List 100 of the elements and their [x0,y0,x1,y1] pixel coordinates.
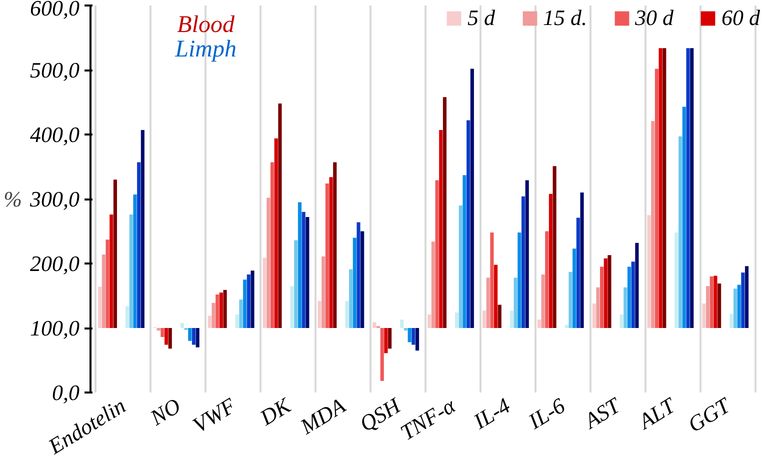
bar [737,284,741,328]
bar [415,328,420,351]
bar [302,212,306,328]
bar [651,120,655,328]
bar [592,303,596,328]
bar [137,162,141,328]
bar [219,292,223,328]
bar [498,304,502,328]
bar [345,300,349,328]
legend-label: 60 d [722,5,760,31]
bar [318,300,322,328]
bar [243,280,247,328]
bar [494,264,498,328]
bar [349,269,353,328]
x-tick-label: VWF [188,392,240,438]
bar [270,162,274,328]
bar [294,240,298,328]
bar [106,240,110,328]
bar [604,258,608,328]
bar [388,328,392,349]
bar [730,314,734,328]
bar [164,328,168,345]
y-tick-label: 600,0 [30,0,80,20]
bar [431,242,435,328]
bar [246,274,250,328]
bar [674,232,678,328]
bar [168,328,172,349]
y-tick-label: 500,0 [30,58,80,82]
y-tick-label: 300,0 [29,186,80,212]
bar [400,320,404,328]
bar [678,136,682,328]
legend-label: 15 d. [543,5,587,31]
bar [266,198,270,328]
bar [490,232,494,328]
bar [714,276,718,328]
bar [274,138,278,328]
bar [686,48,690,328]
bar [129,214,133,328]
bar [541,274,545,328]
bar [741,272,745,328]
bar [239,300,243,328]
bar [126,306,130,328]
bar [278,104,282,328]
bar [250,270,254,328]
bar [372,322,376,328]
bar [635,242,639,328]
bar [325,184,329,328]
bar [404,328,408,331]
bar [466,120,470,328]
bar [580,192,584,328]
legend-label: 30 d [635,5,674,31]
bar [718,283,722,328]
bar [428,314,432,328]
bar [110,214,114,328]
bar [133,194,137,328]
bar [216,294,220,328]
bar [290,286,294,328]
bar [744,266,749,328]
bar [620,314,624,328]
bar [384,328,388,354]
x-tick-label: IL-4 [468,392,514,434]
annotation: Limph [174,36,237,62]
bar [710,276,714,328]
bar [662,48,666,328]
bar [212,302,216,328]
bar [690,48,694,328]
bar [654,68,658,328]
bar [223,290,227,328]
bar [545,231,549,328]
bar [442,97,447,328]
bar [322,256,326,328]
bar [514,278,518,328]
y-tick-label: 0,0 [52,380,80,405]
bar [647,215,651,328]
legend-label: 5 d [468,5,495,31]
bar [631,262,635,328]
bar [180,322,184,328]
bar [262,258,266,328]
bar [521,196,526,328]
bar [596,287,600,328]
x-tick-label: GGT [683,392,736,438]
bar [435,180,439,328]
bar [192,328,196,345]
bar [702,303,706,328]
bar [455,312,459,328]
bar [564,324,568,328]
bar [462,175,466,328]
bar [518,232,522,328]
bar [380,328,384,381]
bar [306,217,310,328]
x-tick-label: DK [254,392,296,431]
x-tick-label: MDA [295,392,350,440]
bar [682,106,686,328]
bar [412,328,416,345]
bar [576,218,580,328]
bar [356,222,360,328]
bar [196,328,200,348]
y-axis-title: % [4,186,22,212]
bar [439,130,443,328]
bar [458,205,462,328]
